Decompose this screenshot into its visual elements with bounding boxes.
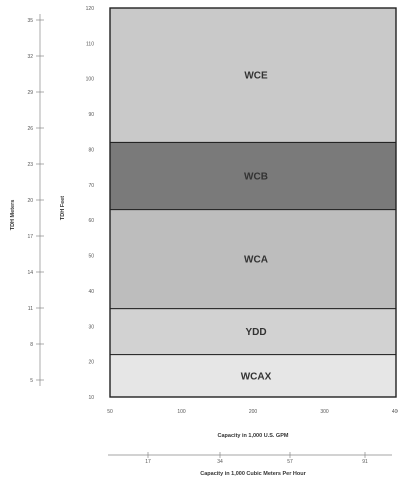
y-tick-feet: 80 [88, 147, 94, 153]
y-tick-feet: 20 [88, 360, 94, 366]
region-label-wcb: WCB [244, 171, 268, 182]
y-tick-meters: 20 [27, 198, 33, 204]
y-tick-feet: 90 [88, 112, 94, 118]
y-tick-meters: 29 [27, 90, 33, 96]
y-tick-feet: 70 [88, 183, 94, 189]
x-tick-cubic-meters: 57 [287, 459, 293, 465]
region-label-ydd: YDD [245, 327, 266, 338]
y-tick-feet: 40 [88, 289, 94, 295]
x-tick-gpm: 200 [249, 409, 258, 415]
x-tick-cubic-meters: 17 [145, 459, 151, 465]
x-tick-cubic-meters: 34 [217, 459, 223, 465]
y-tick-meters: 35 [27, 18, 33, 24]
region-wcax [109, 354, 397, 398]
y-tick-meters: 26 [27, 126, 33, 132]
y-tick-feet: 120 [86, 6, 95, 12]
region-label-wce: WCE [244, 71, 268, 82]
y-axis-title-meters: TDH Meters [10, 200, 16, 231]
x-tick-gpm: 100 [177, 409, 186, 415]
y-axis-title-feet: TDH Feet [60, 196, 66, 220]
region-ydd [109, 308, 397, 356]
region-labels-layer: WCAX YDD WCA WCB WCE [241, 71, 272, 383]
y-tick-meters: 14 [27, 270, 33, 276]
plot-border [109, 7, 397, 398]
x-tick-gpm: 400 [392, 409, 398, 415]
y-tick-meters: 17 [27, 234, 33, 240]
region-wcb [109, 141, 397, 211]
plot-frame [109, 7, 397, 398]
y-axis-meters: 5 8 11 14 17 20 23 26 29 32 35 [27, 14, 44, 386]
region-wce [109, 7, 397, 143]
y-tick-meters: 5 [30, 378, 33, 384]
y-tick-meters: 8 [30, 342, 33, 348]
y-tick-feet: 60 [88, 218, 94, 224]
y-tick-feet: 50 [88, 254, 94, 260]
y-tick-feet: 30 [88, 324, 94, 330]
y-tick-meters: 23 [27, 162, 33, 168]
y-tick-feet: 100 [86, 77, 95, 83]
y-tick-meters: 11 [28, 306, 33, 312]
x-axis-cubic-meters: 17 34 57 91 [108, 452, 392, 465]
x-tick-gpm: 300 [320, 409, 329, 415]
y-tick-feet: 110 [86, 41, 94, 47]
y-tick-meters: 32 [27, 54, 33, 60]
x-tick-cubic-meters: 91 [362, 459, 368, 465]
x-axis-title-gpm: Capacity in 1,000 U.S. GPM [218, 433, 289, 439]
x-axis-title-cubic-meters: Capacity in 1,000 Cubic Meters Per Hour [200, 471, 306, 477]
region-label-wcax: WCAX [241, 371, 272, 382]
y-axis-feet: 10 20 30 40 50 60 70 80 90 100 110 120 [86, 6, 95, 401]
region-label-wca: WCA [244, 255, 268, 266]
x-tick-gpm: 50 [107, 409, 113, 415]
regions-layer [109, 7, 397, 398]
x-axis-gpm: 50 100 200 300 400 [107, 409, 398, 415]
y-tick-feet: 10 [88, 395, 94, 401]
